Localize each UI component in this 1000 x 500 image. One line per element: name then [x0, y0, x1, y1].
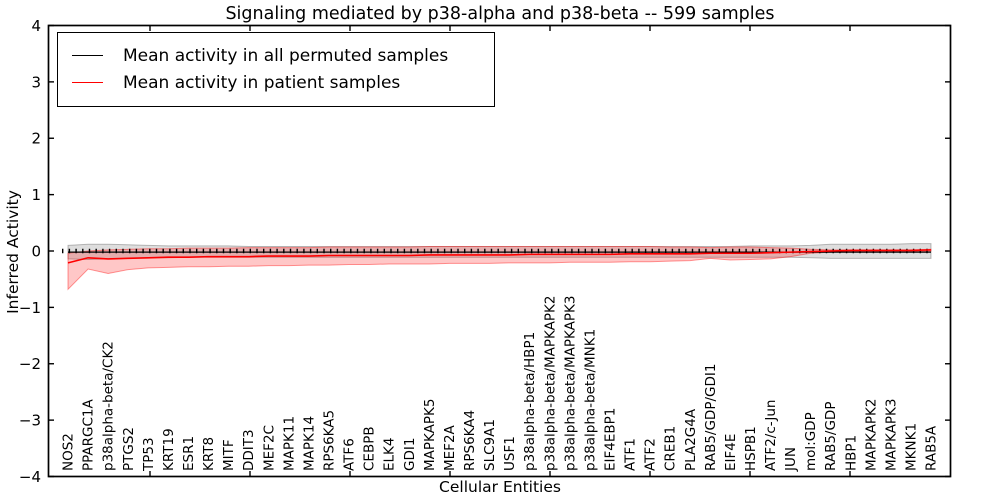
y-axis-label: Inferred Activity — [4, 190, 22, 314]
x-tick-label: MAPKAPK2 — [863, 399, 879, 471]
x-tick-label: GDI1 — [402, 438, 418, 471]
x-tick-label: ATF1 — [623, 438, 639, 471]
x-tick-label: RAB5/GDP/GDI1 — [703, 364, 719, 471]
patient-line-swatch — [72, 82, 103, 83]
x-tick-label: NOS2 — [61, 433, 77, 471]
x-tick-label: PTGS2 — [121, 427, 137, 471]
x-tick-label: ATF2/c-Jun — [763, 400, 779, 471]
x-tick-label: SLC9A1 — [482, 419, 498, 471]
x-tick-label: DDIT3 — [241, 429, 257, 471]
y-tick-label: −1 — [19, 299, 41, 317]
x-tick-label: HSPB1 — [743, 426, 759, 471]
x-tick-label: RAB5/GDP — [823, 402, 839, 471]
y-tick-label: 3 — [31, 73, 41, 91]
x-tick-label: ELK4 — [382, 438, 398, 472]
patient-mean-line — [67, 249, 932, 264]
x-tick-label: PPARGC1A — [81, 398, 97, 471]
x-tick-label: MKNK1 — [904, 423, 920, 471]
x-tick-label: MAPK11 — [281, 416, 297, 471]
legend-label: Mean activity in patient samples — [123, 72, 401, 93]
x-tick-label: MAPKAPK3 — [883, 399, 899, 471]
x-tick-label: mol:GDP — [803, 412, 819, 471]
permuted-line-swatch — [72, 55, 103, 56]
y-tick-label: 4 — [31, 17, 41, 35]
patient-band — [67, 245, 932, 291]
y-tick-label: −4 — [19, 468, 41, 486]
x-axis-label: Cellular Entities — [439, 478, 561, 496]
x-tick-label: MEF2A — [442, 424, 458, 471]
y-tick-label: −3 — [19, 412, 41, 430]
x-tick-label: RPS6KA4 — [462, 410, 478, 471]
x-tick-label: KRT8 — [201, 437, 217, 471]
x-tick-label: ATF6 — [342, 438, 358, 471]
x-tick-label: RAB5A — [924, 425, 940, 471]
x-tick-label: p38alpha-beta/MAPKAPK2 — [542, 296, 558, 472]
x-tick-label: USF1 — [502, 436, 518, 471]
x-tick-label: PLA2G4A — [683, 408, 699, 471]
x-tick-label: CREB1 — [663, 426, 679, 471]
x-tick-label: TP53 — [141, 437, 157, 472]
x-tick-label: RPS6KA5 — [321, 410, 337, 471]
x-tick-label: p38alpha-beta/CK2 — [101, 341, 117, 471]
legend-label: Mean activity in all permuted samples — [123, 45, 449, 66]
x-tick-label: ESR1 — [181, 436, 197, 471]
x-tick-label: EIF4E — [723, 434, 739, 471]
x-tick-label: p38alpha-beta/MAPKAPK3 — [562, 296, 578, 472]
x-tick-label: EIF4EBP1 — [602, 408, 618, 471]
x-tick-label: MEF2C — [261, 425, 277, 471]
x-tick-label: MAPKAPK5 — [422, 399, 438, 471]
y-tick-label: 2 — [31, 130, 41, 148]
x-tick-label: KRT19 — [161, 428, 177, 471]
x-tick-label: MAPK14 — [301, 416, 317, 471]
chart-title: Signaling mediated by p38-alpha and p38-… — [225, 4, 775, 24]
x-tick-label: JUN — [783, 447, 799, 472]
y-tick-label: −2 — [19, 355, 41, 373]
legend-box: Mean activity in all permuted samples Me… — [57, 32, 495, 107]
x-tick-label: CEBPB — [362, 426, 378, 471]
x-tick-label: HBP1 — [843, 435, 859, 471]
x-tick-label: p38alpha-beta/MNK1 — [582, 329, 598, 471]
legend-entry-permuted: Mean activity in all permuted samples — [72, 42, 482, 69]
x-tick-label: ATF2 — [643, 438, 659, 471]
x-tick-label: MITF — [221, 439, 237, 471]
y-tick-label: 1 — [31, 186, 41, 204]
y-tick-label: 0 — [31, 242, 41, 260]
x-tick-label: p38alpha-beta/HBP1 — [522, 332, 538, 471]
legend-entry-patient: Mean activity in patient samples — [72, 69, 482, 96]
